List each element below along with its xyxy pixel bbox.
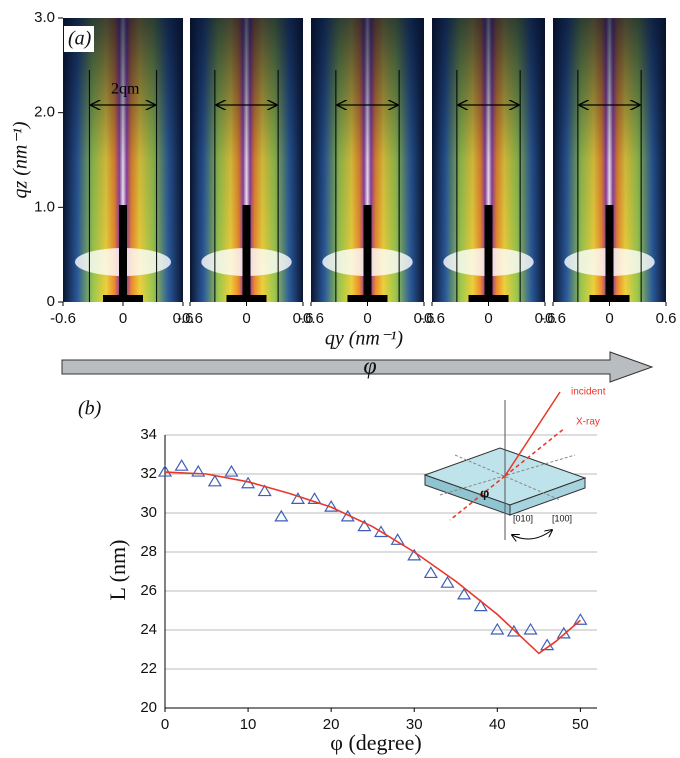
x-tick-label: 0	[605, 310, 613, 327]
data-point	[573, 613, 588, 625]
beam-stop	[363, 205, 372, 302]
x-tick-label: 0	[119, 310, 127, 327]
x-axis-label: φ (degree)	[330, 730, 421, 755]
x-tick-label: 0.6	[293, 310, 314, 327]
x-tick-label: -0.6	[50, 310, 76, 327]
y-axis-label: qz (nm⁻¹)	[10, 121, 32, 198]
data-point	[290, 492, 305, 504]
inset-label: [100]	[552, 513, 572, 523]
y-tick-label: 30	[140, 504, 157, 521]
x-tick-label: 0.6	[535, 310, 556, 327]
inset-label: [010]	[513, 513, 533, 523]
data-point	[506, 624, 521, 637]
y-tick-label: 34	[140, 426, 157, 443]
data-point	[274, 509, 289, 522]
data-point	[307, 492, 322, 504]
arrow-label: φ	[363, 354, 376, 380]
phi-arrow	[61, 351, 654, 383]
x-tick-label: 0	[161, 716, 169, 733]
data-point	[523, 622, 538, 635]
y-tick-label: 22	[140, 660, 157, 677]
inset-label: φ	[480, 485, 489, 500]
data-point	[191, 464, 206, 477]
beam-stop-base	[347, 295, 388, 302]
x-tick-label: 0	[363, 310, 371, 327]
y-tick-label: 3.0	[34, 9, 55, 26]
beam-stop-base	[589, 295, 630, 302]
beam-stop	[242, 205, 251, 302]
x-tick-label: 0	[242, 310, 250, 327]
x-tick-label: -0.6	[298, 310, 324, 327]
data-point	[440, 576, 455, 588]
x-tick-label: 0	[484, 310, 492, 327]
x-tick-label: 40	[489, 716, 506, 733]
y-tick-label: 2.0	[34, 104, 55, 121]
data-point	[457, 587, 472, 600]
x-tick-label: -0.6	[540, 310, 566, 327]
y-tick-label: 24	[140, 621, 157, 638]
y-tick-label: 0	[47, 293, 55, 310]
panel-b: 20 22 24 26 28 30 32 34 0 10 20 30 40 50 (b) φ (degree)…	[78, 398, 597, 755]
beam-stop-base	[468, 295, 509, 302]
x-tick-label: 50	[572, 716, 589, 733]
y-tick-label: 28	[140, 543, 157, 560]
data-point	[257, 484, 272, 497]
panel-label: (b)	[78, 398, 102, 420]
y-tick-label: 20	[140, 699, 157, 716]
x-tick-label: 10	[240, 716, 257, 733]
panel-label-box	[64, 26, 94, 52]
y-axis-label: L (nm)	[105, 540, 130, 601]
panel-a: -0.6 0 0.6-0.6 0 0.6-0.6 0 0.6-0.6 0 0.6-0.6 0 0.6…	[10, 9, 677, 350]
data-point	[224, 464, 239, 477]
x-tick-label: 20	[323, 716, 340, 733]
beam-stop	[119, 205, 127, 302]
data-point	[490, 622, 505, 635]
y-tick-label: 32	[140, 465, 157, 482]
inset-label: incident	[571, 387, 606, 398]
beam-stop-base	[226, 295, 267, 302]
y-tick-label: 26	[140, 582, 157, 599]
inset: incident X-ray φ [010] [100]	[423, 387, 606, 540]
data-point	[357, 519, 372, 532]
width-label: 2qm	[111, 81, 140, 98]
data-point	[373, 525, 389, 538]
data-point	[174, 459, 189, 471]
beam-stop	[484, 205, 493, 302]
x-tick-label: 0.6	[173, 310, 194, 327]
x-tick-label: 0.6	[414, 310, 435, 327]
beam-stop-base	[103, 295, 143, 302]
x-tick-label: -0.6	[177, 310, 203, 327]
data-point	[423, 566, 438, 579]
data-point	[207, 474, 222, 487]
x-tick-label: -0.6	[419, 310, 445, 327]
data-point	[473, 599, 488, 612]
y-tick-label: 1.0	[34, 198, 55, 215]
fit-line	[164, 471, 581, 655]
x-axis-label: qy (nm⁻¹)	[325, 328, 404, 350]
x-tick-label: 30	[406, 716, 423, 733]
x-tick-label: 0.6	[656, 310, 677, 327]
data-point	[556, 626, 571, 639]
beam-stop	[605, 205, 614, 302]
inset-label: X-ray	[576, 417, 600, 428]
data-point	[157, 464, 173, 477]
panel-label: (a)	[68, 28, 92, 50]
